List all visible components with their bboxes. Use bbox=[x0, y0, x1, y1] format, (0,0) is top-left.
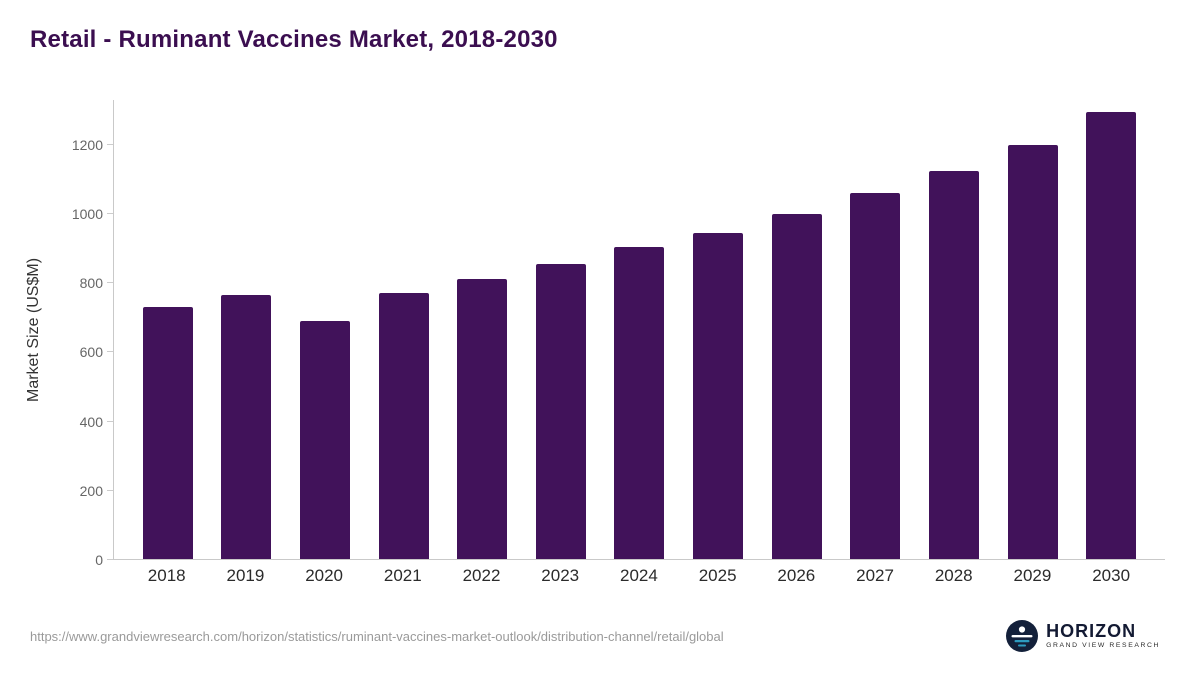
bar-2028 bbox=[929, 170, 980, 559]
y-tick-mark-800 bbox=[107, 282, 113, 284]
y-tick-mark-200 bbox=[107, 489, 113, 491]
y-tick-mark-600 bbox=[107, 351, 113, 353]
x-tick-label-2024: 2024 bbox=[620, 566, 658, 585]
y-tick-label-800: 800 bbox=[79, 275, 103, 292]
y-axis-ticks: 0 200 400 600 800 1000 1200 bbox=[55, 100, 113, 568]
x-tick-label-2025: 2025 bbox=[698, 566, 737, 585]
bar-2022 bbox=[457, 279, 508, 559]
x-tick-label-2022: 2022 bbox=[462, 566, 501, 585]
bar-2020 bbox=[299, 320, 350, 559]
bar-2030 bbox=[1086, 112, 1137, 559]
source-url: https://www.grandviewresearch.com/horizo… bbox=[30, 628, 724, 644]
bar-2024 bbox=[614, 246, 665, 559]
horizon-logo: HORIZON GRAND VIEW RESEARCH bbox=[1006, 620, 1160, 652]
bar-2021 bbox=[378, 293, 429, 559]
y-tick-mark-1200 bbox=[107, 143, 113, 145]
y-axis-title: Market Size (US$M) bbox=[25, 257, 42, 403]
x-tick-label-2021: 2021 bbox=[383, 566, 422, 585]
page-title: Retail - Ruminant Vaccines Market, 2018-… bbox=[30, 26, 558, 53]
bar-2023 bbox=[535, 263, 586, 559]
bar-2025 bbox=[693, 232, 744, 559]
logo-title: HORIZON bbox=[1046, 621, 1137, 642]
x-tick-label-2029: 2029 bbox=[1013, 566, 1052, 585]
bar-2027 bbox=[850, 193, 901, 559]
x-tick-label-2018: 2018 bbox=[147, 566, 186, 585]
y-tick-mark-400 bbox=[107, 420, 113, 422]
x-axis-labels: 2018 2019 2020 2021 2022 2023 2024 2025 2026 2027… bbox=[113, 566, 1165, 586]
x-tick-label-2020: 2020 bbox=[305, 566, 344, 585]
y-tick-label-1200: 1200 bbox=[71, 136, 103, 153]
bar-2019 bbox=[221, 295, 272, 559]
y-tick-mark-0 bbox=[107, 559, 113, 560]
x-tick-label-2023: 2023 bbox=[541, 566, 580, 585]
logo-text: HORIZON GRAND VIEW RESEARCH bbox=[1046, 622, 1160, 650]
x-tick-label-2028: 2028 bbox=[934, 566, 973, 585]
y-tick-label-200: 200 bbox=[79, 482, 103, 499]
logo-subtitle: GRAND VIEW RESEARCH bbox=[1046, 642, 1160, 650]
bar-2026 bbox=[771, 213, 822, 559]
plot-area bbox=[113, 100, 1165, 560]
x-tick-label-2026: 2026 bbox=[777, 566, 816, 585]
x-tick-label-2019: 2019 bbox=[226, 566, 265, 585]
y-tick-label-400: 400 bbox=[79, 413, 103, 430]
y-tick-label-0: 0 bbox=[95, 552, 103, 568]
y-tick-label-1000: 1000 bbox=[71, 206, 103, 223]
horizon-sun-icon bbox=[1006, 620, 1039, 652]
y-tick-mark-1000 bbox=[107, 213, 113, 215]
bar-2029 bbox=[1007, 144, 1058, 559]
y-tick-label-600: 600 bbox=[79, 344, 103, 361]
footer: https://www.grandviewresearch.com/horizo… bbox=[30, 614, 1160, 658]
x-tick-label-2030: 2030 bbox=[1092, 566, 1131, 585]
bar-2018 bbox=[142, 307, 193, 559]
x-tick-label-2027: 2027 bbox=[856, 566, 894, 585]
